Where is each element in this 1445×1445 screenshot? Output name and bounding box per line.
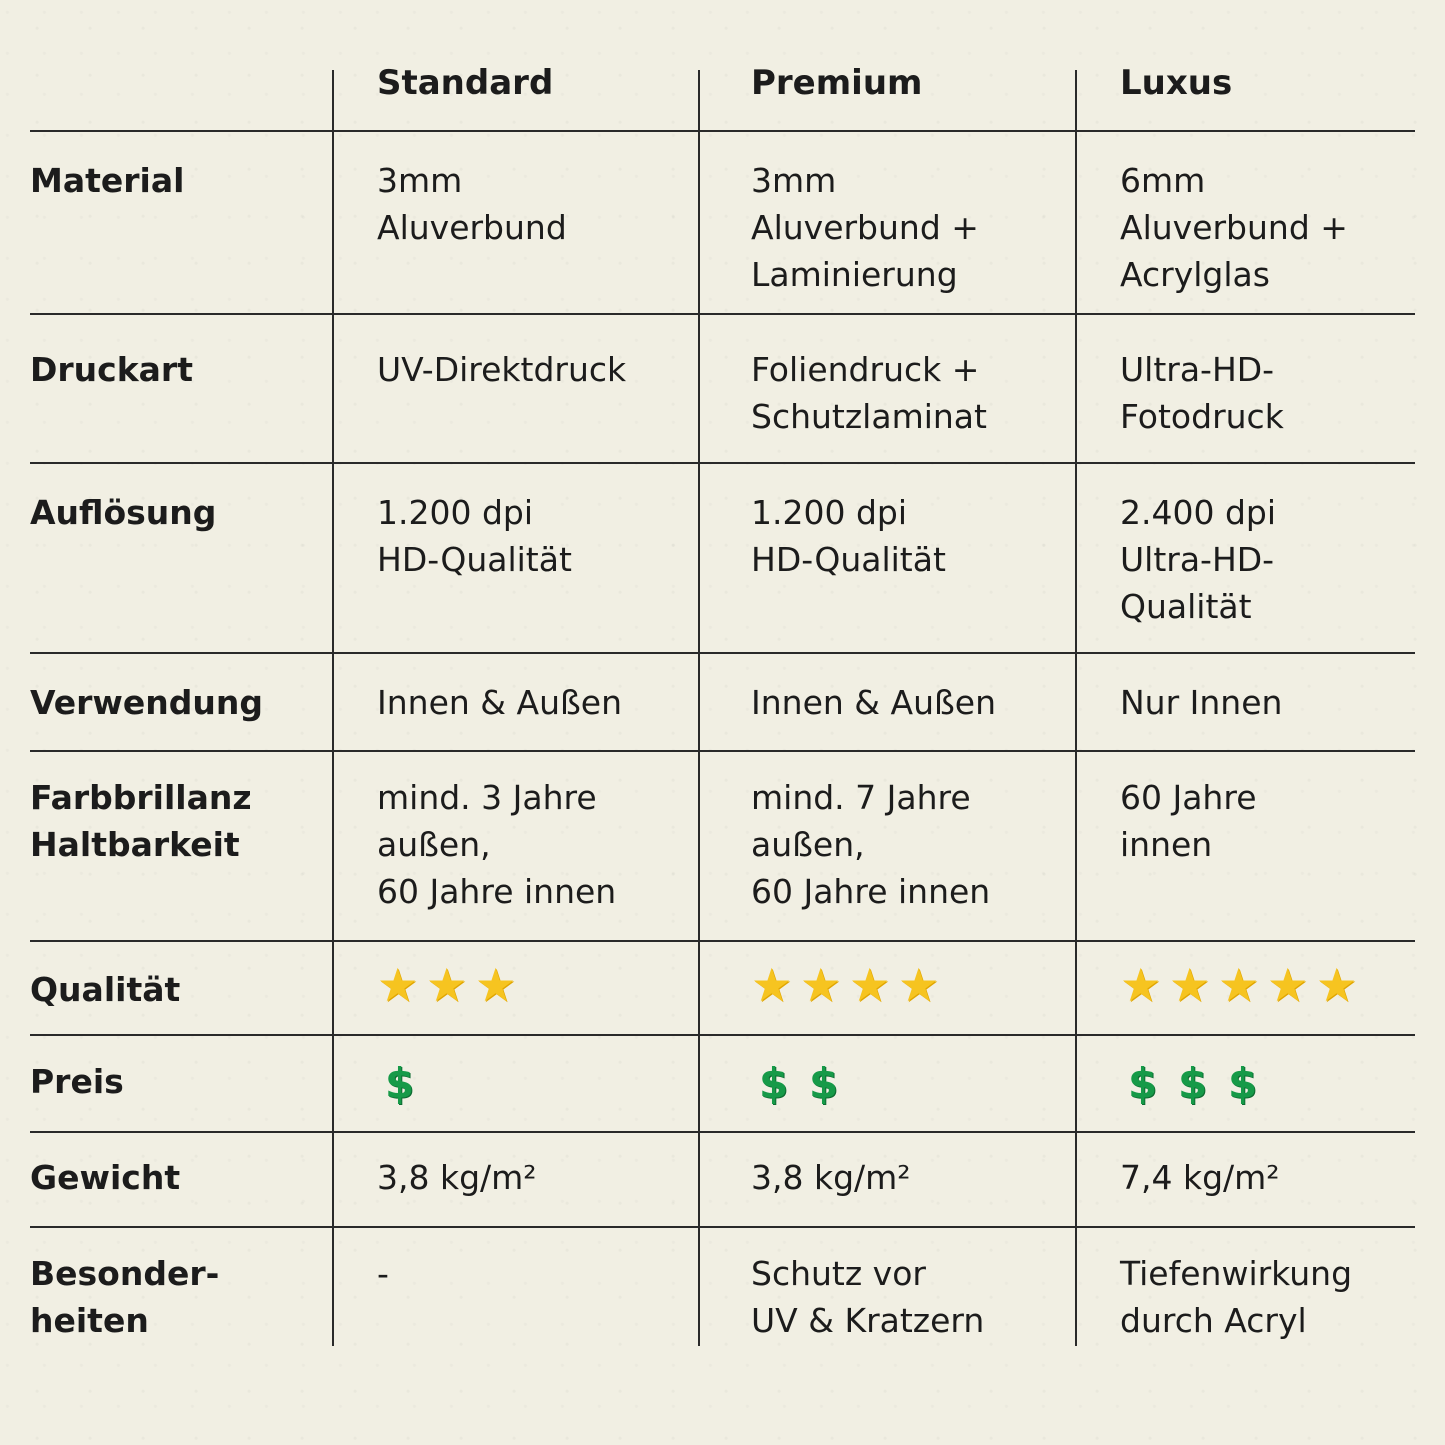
row-label: Druckart <box>30 350 193 389</box>
table-cell: Innen & Außen <box>377 683 622 722</box>
row-divider <box>30 462 1415 464</box>
star-icon: ★ <box>849 958 891 1012</box>
star-icon: ★ <box>377 958 419 1012</box>
row-divider <box>30 1226 1415 1228</box>
dollar-icon: $ <box>385 1059 415 1108</box>
dollar-icon: $ <box>809 1059 839 1108</box>
table-cell: 2.400 dpi Ultra-HD- Qualität <box>1120 493 1277 626</box>
star-icon: ★ <box>751 958 793 1012</box>
row-divider <box>30 750 1415 752</box>
row-label: Qualität <box>30 970 181 1009</box>
row-label: Material <box>30 161 185 200</box>
star-rating: ★ ★ ★ ★ ★ <box>1120 962 1365 1013</box>
column-header-premium: Premium <box>751 63 923 103</box>
row-label: Preis <box>30 1062 124 1101</box>
star-icon: ★ <box>475 958 517 1012</box>
table-cell: 7,4 kg/m² <box>1120 1158 1280 1197</box>
row-label: Auflösung <box>30 493 217 532</box>
table-cell: Tiefenwirkung durch Acryl <box>1120 1254 1353 1340</box>
table-cell: 3mm Aluverbund <box>377 161 567 247</box>
column-divider <box>1075 70 1077 1346</box>
star-icon: ★ <box>800 958 842 1012</box>
column-divider <box>332 70 334 1346</box>
dollar-icon: $ <box>1228 1059 1258 1108</box>
table-cell: Foliendruck + Schutzlaminat <box>751 350 987 436</box>
table-cell: 60 Jahre innen <box>1120 778 1257 864</box>
table-cell: 3mm Aluverbund + Laminierung <box>751 161 979 294</box>
dollar-icon: $ <box>1128 1059 1158 1108</box>
table-cell: - <box>377 1254 389 1293</box>
table-cell: 1.200 dpi HD-Qualität <box>377 493 572 579</box>
table-cell: Innen & Außen <box>751 683 996 722</box>
row-label: Verwendung <box>30 683 263 722</box>
row-divider <box>30 313 1415 315</box>
table-cell: Nur Innen <box>1120 683 1283 722</box>
row-divider <box>30 1131 1415 1133</box>
column-header-standard: Standard <box>377 63 554 103</box>
table-cell: Schutz vor UV & Kratzern <box>751 1254 985 1340</box>
table-cell: 3,8 kg/m² <box>751 1158 911 1197</box>
column-divider <box>698 70 700 1346</box>
star-rating: ★ ★ ★ <box>377 962 524 1013</box>
row-divider <box>30 940 1415 942</box>
table-cell: mind. 7 Jahre außen, 60 Jahre innen <box>751 778 991 911</box>
column-header-luxus: Luxus <box>1120 63 1233 103</box>
row-divider <box>30 1034 1415 1036</box>
row-divider <box>30 652 1415 654</box>
row-label: Besonder- heiten <box>30 1254 220 1340</box>
star-icon: ★ <box>1120 958 1162 1012</box>
row-divider <box>30 130 1415 132</box>
row-label: Farbbrillanz Haltbarkeit <box>30 778 252 864</box>
table-cell: UV-Direktdruck <box>377 350 627 389</box>
table-cell: 1.200 dpi HD-Qualität <box>751 493 946 579</box>
star-icon: ★ <box>426 958 468 1012</box>
dollar-icon: $ <box>1178 1059 1208 1108</box>
dollar-icon: $ <box>759 1059 789 1108</box>
star-icon: ★ <box>1218 958 1260 1012</box>
table-cell: Ultra-HD- Fotodruck <box>1120 350 1284 436</box>
price-rating: $ $ $ <box>1128 1060 1278 1110</box>
row-label: Gewicht <box>30 1158 181 1197</box>
price-rating: $ $ <box>759 1060 859 1110</box>
star-icon: ★ <box>898 958 940 1012</box>
star-icon: ★ <box>1169 958 1211 1012</box>
table-cell: 6mm Aluverbund + Acrylglas <box>1120 161 1348 294</box>
star-rating: ★ ★ ★ ★ <box>751 962 947 1013</box>
table-cell: 3,8 kg/m² <box>377 1158 537 1197</box>
price-rating: $ <box>385 1060 435 1110</box>
table-cell: mind. 3 Jahre außen, 60 Jahre innen <box>377 778 617 911</box>
star-icon: ★ <box>1316 958 1358 1012</box>
star-icon: ★ <box>1267 958 1309 1012</box>
